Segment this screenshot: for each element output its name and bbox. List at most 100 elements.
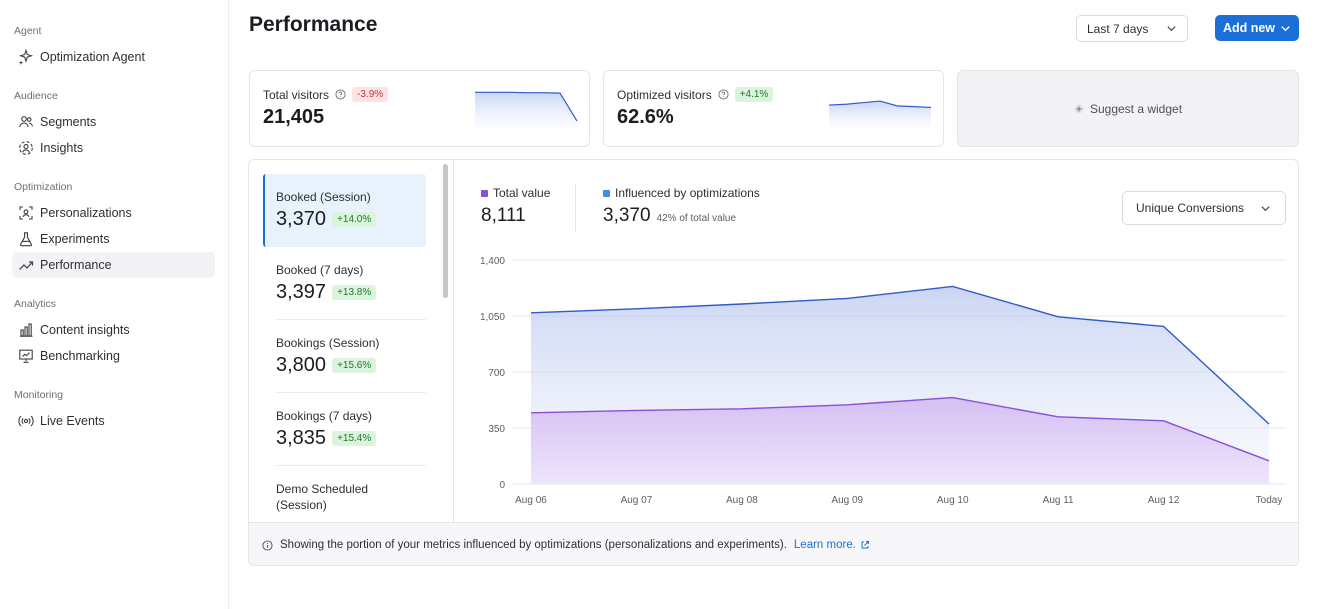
chevron-down-icon [1167, 26, 1176, 32]
x-tick-label: Aug 11 [1043, 495, 1074, 506]
info-footer: Showing the portion of your metrics infl… [249, 522, 1298, 565]
y-tick-label: 0 [499, 480, 505, 491]
info-icon [262, 539, 273, 551]
sparkline-chart [828, 100, 932, 129]
kpi-value: 21,405 [263, 106, 325, 128]
sidebar-item-insights[interactable]: Insights [12, 135, 215, 161]
legend-total: Total value 8,111 [481, 186, 550, 227]
legend-swatch [603, 189, 610, 197]
legend-label: Influenced by optimizations [615, 186, 760, 200]
legend-label: Total value [493, 186, 551, 200]
metric-item[interactable]: Demo Scheduled (Session) [263, 466, 426, 522]
y-tick-label: 700 [488, 368, 505, 379]
y-tick-label: 1,050 [480, 312, 505, 323]
metric-value: 3,397 [276, 281, 327, 303]
conversion-type-label: Unique Conversions [1136, 201, 1245, 215]
influenced-line [530, 396, 1270, 462]
trend-up-icon [19, 261, 34, 270]
kpi-value: 62.6% [617, 106, 674, 128]
sidebar: Agent Optimization Agent Audience Segments I… [0, 0, 229, 609]
sidebar-item-label: Segments [40, 115, 97, 129]
influenced-area [531, 397, 1269, 484]
kpi-card-total-visitors[interactable]: Total visitors -3.9% 21,405 [249, 70, 590, 147]
sparkline-chart [475, 91, 578, 129]
sidebar-item-performance[interactable]: Performance [12, 252, 215, 278]
sidebar-item-label: Experiments [40, 232, 110, 246]
users-icon [19, 116, 33, 128]
sparkline-line [828, 100, 932, 109]
suggest-widget-label: Suggest a widget [1089, 101, 1183, 116]
sidebar-item-experiments[interactable]: Experiments [12, 226, 215, 252]
sidebar-item-content-insights[interactable]: Content insights [12, 317, 215, 343]
bar-chart-icon [20, 323, 33, 337]
add-new-button[interactable]: Add new [1215, 15, 1299, 41]
sidebar-item-label: Benchmarking [40, 349, 120, 363]
target-user-icon [19, 206, 33, 220]
metric-divider [276, 465, 426, 466]
metric-item[interactable]: Bookings (Session) 3,800 +15.6% [263, 320, 426, 393]
metric-divider [276, 392, 426, 393]
x-tick-label: Aug 06 [515, 495, 547, 506]
learn-more-label: Learn more. [793, 539, 856, 551]
sidebar-item-benchmarking[interactable]: Benchmarking [12, 343, 215, 369]
sidebar-section-heading: Monitoring [14, 389, 64, 401]
legend-influenced: Influenced by optimizations 3,370 42% of … [603, 186, 760, 227]
metric-value: 3,370 [276, 208, 327, 230]
kpi-card-optimized-visitors[interactable]: Optimized visitors +4.1% 62.6% [603, 70, 944, 147]
chart-area: Total value 8,111 Influenced by optimiza… [455, 160, 1298, 522]
info-text: Showing the portion of your metrics infl… [280, 539, 787, 551]
conversion-type-select[interactable]: Unique Conversions [1122, 191, 1286, 225]
sidebar-section-heading: Analytics [14, 298, 57, 310]
date-range-label: Last 7 days [1087, 21, 1149, 36]
sidebar-item-label: Insights [40, 141, 84, 155]
scrollbar-thumb[interactable] [443, 164, 448, 298]
sidebar-item-label: Performance [40, 258, 112, 272]
broadcast-icon [18, 415, 34, 427]
sidebar-item-live-events[interactable]: Live Events [12, 408, 215, 434]
add-new-label: Add new [1222, 21, 1276, 35]
x-tick-label: Aug 12 [1148, 495, 1180, 506]
sparkline-area [475, 92, 577, 129]
metric-item[interactable]: Bookings (7 days) 3,835 +15.4% [263, 393, 426, 466]
metric-delta-badge: +13.8% [332, 285, 377, 300]
plus-icon [1074, 104, 1084, 113]
page-title: Performance [249, 13, 378, 36]
chevron-down-icon [1261, 205, 1270, 211]
metric-item[interactable]: Booked (7 days) 3,397 +13.8% [263, 247, 426, 320]
chevron-down-icon [1281, 25, 1290, 31]
kpi-delta-badge: -3.9% [352, 87, 389, 102]
x-tick-label: Aug 10 [937, 495, 969, 506]
legend-subtext: 42% of total value [656, 213, 737, 224]
external-link-icon [861, 541, 869, 549]
sidebar-item-segments[interactable]: Segments [12, 109, 215, 135]
sidebar-item-label: Optimization Agent [40, 50, 145, 64]
metric-delta-badge: +14.0% [332, 212, 377, 227]
y-tick-label: 350 [488, 424, 505, 435]
y-tick-label: 1,400 [480, 256, 505, 267]
sidebar-item-personalizations[interactable]: Personalizations [12, 200, 215, 226]
suggest-widget-button[interactable]: Suggest a widget [957, 70, 1299, 147]
date-range-select[interactable]: Last 7 days [1076, 15, 1188, 42]
sidebar-item-optimization-agent[interactable]: Optimization Agent [12, 44, 215, 70]
metric-delta-badge: +15.4% [332, 431, 377, 446]
metric-item[interactable]: Booked (Session) 3,370 +14.0% [263, 174, 426, 247]
help-icon[interactable] [718, 89, 729, 100]
sparkle-icon [18, 49, 34, 65]
legend-value: 8,111 [481, 205, 526, 226]
legend-divider [575, 184, 576, 232]
kpi-delta-badge: +4.1% [734, 87, 774, 102]
learn-more-link[interactable]: Learn more. [794, 539, 870, 551]
help-icon[interactable] [335, 89, 346, 100]
metric-delta-badge: +15.6% [332, 358, 377, 373]
x-tick-label: Today [1256, 495, 1283, 506]
sidebar-section-heading: Audience [14, 90, 58, 102]
kpi-label: Optimized visitors [617, 87, 712, 102]
metric-list: Demo Scheduled (Session) Bookings (7 days… [249, 160, 454, 522]
sidebar-item-label: Personalizations [40, 206, 132, 220]
metric-value: 3,835 [276, 427, 327, 449]
presentation-icon [19, 349, 33, 363]
x-tick-label: Aug 07 [621, 495, 653, 506]
metric-label: Bookings (Session) [276, 336, 380, 350]
sparkline-area [829, 101, 931, 129]
area-chart: 0 350 700 1,050 1,400 Aug 06 Aug 07 Aug 08 Aug 0… [480, 256, 1285, 506]
